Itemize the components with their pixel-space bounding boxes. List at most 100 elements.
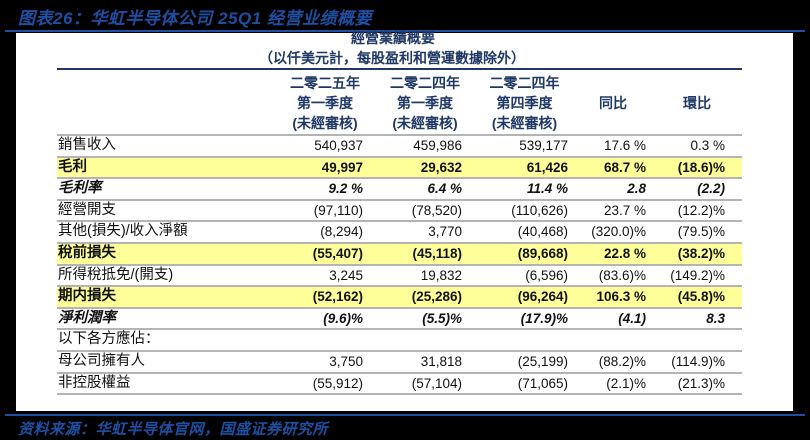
cell-2025q1: 3,750 bbox=[329, 353, 363, 369]
cell-2024q1: 3,770 bbox=[428, 224, 462, 240]
header-2024q4: 二零二四年 第四季度 (未經審核) bbox=[475, 73, 574, 135]
cell-yoy: 17.6 % bbox=[603, 138, 646, 153]
cell-2025q1: (52,162) bbox=[312, 289, 363, 305]
table-row-highlighted: 毛利 49,997 29,632 61,426 68.7 % (18.6)% bbox=[57, 157, 742, 180]
row-label: 毛利 bbox=[58, 158, 87, 175]
cell-qoq: (45.8)% bbox=[677, 289, 725, 305]
cell-2024q1 bbox=[375, 330, 475, 350]
cell-2024q1: 6.4 % bbox=[427, 181, 462, 197]
cell-qoq: 0.3 % bbox=[690, 138, 725, 153]
table-subcaption: （以仟美元計，每股盈利和營運數據除外） bbox=[259, 50, 525, 66]
cell-yoy: (4.1) bbox=[618, 310, 646, 326]
cell-yoy: 22.8 % bbox=[603, 245, 646, 261]
header-audit: (未經審核) bbox=[392, 115, 458, 131]
header-year: 二零二四年 bbox=[390, 75, 460, 91]
row-label: 銷售收入 bbox=[58, 137, 116, 153]
row-label: 其他(損失)/收入淨額 bbox=[58, 223, 188, 240]
cell-yoy: (83.6)% bbox=[598, 267, 646, 283]
table-row: 母公司擁有人 3,750 31,818 (25,199) (88.2)% (11… bbox=[57, 352, 742, 374]
top-divider bbox=[5, 30, 805, 32]
table-row: 非控股權益 (55,912) (57,104) (71,065) (2.1)% … bbox=[57, 374, 742, 396]
cell-2024q4: (25,199) bbox=[517, 353, 568, 369]
figure-title: 图表26：华虹半导体公司 25Q1 经营业绩概要 bbox=[18, 9, 372, 28]
cell-yoy: 106.3 % bbox=[596, 289, 646, 305]
row-label: 期内損失 bbox=[58, 288, 116, 305]
header-quarter: 第一季度 bbox=[397, 95, 453, 111]
source-note: 资料来源：华虹半导体官网，国盛证券研究所 bbox=[18, 421, 329, 438]
row-label: 以下各方應佔： bbox=[58, 331, 160, 348]
cell-2024q1: (78,520) bbox=[411, 202, 462, 218]
cell-2024q1: 19,832 bbox=[420, 267, 462, 283]
table-row-subheading: 以下各方應佔： bbox=[57, 330, 742, 352]
row-label: 所得稅抵免/(開支) bbox=[58, 266, 174, 283]
header-2024q1: 二零二四年 第一季度 (未經審核) bbox=[375, 73, 475, 135]
header-quarter: 第一季度 bbox=[297, 95, 353, 111]
row-label: 母公司擁有人 bbox=[58, 352, 145, 369]
cell-qoq: (79.5)% bbox=[677, 224, 725, 240]
header-quarter: 第四季度 bbox=[496, 95, 553, 111]
caption-divider bbox=[57, 68, 742, 70]
cell-yoy: 23.7 % bbox=[603, 202, 646, 218]
table-row: 銷售收入 540,937 459,986 539,177 17.6 % 0.3 … bbox=[57, 136, 742, 158]
header-qoq: 環比 bbox=[683, 95, 711, 111]
cell-2025q1: 3,245 bbox=[329, 267, 363, 283]
cell-2025q1: (97,110) bbox=[313, 202, 363, 218]
cell-yoy: 2.8 bbox=[627, 181, 646, 197]
cell-yoy: (320.0)% bbox=[591, 224, 646, 240]
cell-yoy: (88.2)% bbox=[598, 353, 646, 369]
cell-yoy bbox=[574, 330, 652, 350]
cell-2024q1: 31,818 bbox=[420, 353, 462, 369]
cell-qoq: (18.6)% bbox=[677, 159, 725, 175]
cell-2025q1: 9.2 % bbox=[328, 181, 363, 197]
table-row-ratio: 毛利率 9.2 % 6.4 % 11.4 % 2.8 (2.2) bbox=[57, 179, 742, 201]
table-row: 經營開支 (97,110) (78,520) (110,626) 23.7 % … bbox=[57, 201, 742, 223]
cell-2024q4: 539,177 bbox=[519, 138, 568, 153]
table-row: 所得稅抵免/(開支) 3,245 19,832 (6,596) (83.6)% … bbox=[57, 266, 742, 288]
cell-qoq: (12.2)% bbox=[677, 202, 725, 218]
cell-2024q1: 29,632 bbox=[420, 159, 462, 175]
cell-2024q4: (6,596) bbox=[525, 267, 568, 283]
bottom-divider bbox=[5, 414, 805, 416]
cell-2024q1: 459,986 bbox=[413, 138, 462, 153]
cell-2025q1: (55,912) bbox=[312, 375, 363, 391]
row-label: 稅前損失 bbox=[58, 244, 116, 261]
cell-2025q1: 540,937 bbox=[314, 138, 363, 153]
cell-2024q1: (45,118) bbox=[412, 245, 462, 261]
cell-2025q1: (8,294) bbox=[320, 224, 363, 240]
row-label: 經營開支 bbox=[58, 201, 116, 218]
cell-2024q4: 11.4 % bbox=[526, 181, 568, 197]
header-year: 二零二四年 bbox=[489, 75, 560, 91]
cell-qoq: (149.2)% bbox=[670, 267, 725, 283]
cell-2024q4: (71,065) bbox=[517, 375, 568, 391]
header-audit: (未經審核) bbox=[292, 115, 358, 131]
table-row: 其他(損失)/收入淨額 (8,294) 3,770 (40,468) (320.… bbox=[57, 222, 742, 244]
cell-2024q1: (25,286) bbox=[411, 289, 462, 305]
cell-2025q1: (9.6)% bbox=[323, 310, 363, 326]
cell-2024q4: 61,426 bbox=[526, 159, 568, 175]
cell-2024q4 bbox=[475, 330, 574, 350]
table-header: 二零二五年 第一季度 (未經審核) 二零二四年 第一季度 (未經審核) 二零二四… bbox=[57, 73, 742, 135]
cell-2024q4: (89,668) bbox=[517, 245, 568, 261]
cell-qoq bbox=[652, 330, 742, 350]
row-label: 毛利率 bbox=[58, 180, 102, 197]
table-caption: 經營業績概要 bbox=[351, 30, 435, 46]
header-year: 二零二五年 bbox=[290, 75, 360, 91]
cell-2024q1: (57,104) bbox=[411, 375, 462, 391]
table-row-highlighted: 稅前損失 (55,407) (45,118) (89,668) 22.8 % (… bbox=[57, 243, 742, 266]
cell-yoy: 68.7 % bbox=[603, 159, 646, 175]
cell-2024q4: (110,626) bbox=[511, 202, 568, 218]
cell-2024q1: (5.5)% bbox=[422, 310, 462, 326]
cell-qoq: (114.9)% bbox=[671, 353, 725, 369]
cell-qoq: (2.2) bbox=[697, 181, 725, 197]
row-label: 非控股權益 bbox=[58, 374, 131, 391]
table-row-highlighted: 期内損失 (52,162) (25,286) (96,264) 106.3 % … bbox=[57, 287, 742, 309]
header-yoy: 同比 bbox=[599, 95, 627, 111]
cell-2024q4: (17.9)% bbox=[520, 310, 568, 326]
cell-qoq: (21.3)% bbox=[677, 375, 725, 391]
header-audit: (未經審核) bbox=[491, 115, 558, 131]
cell-2025q1: 49,997 bbox=[321, 159, 363, 175]
row-label: 淨利潤率 bbox=[58, 309, 116, 326]
cell-qoq: (38.2)% bbox=[677, 245, 725, 261]
header-label-col bbox=[57, 73, 275, 135]
table-body: 銷售收入 540,937 459,986 539,177 17.6 % 0.3 … bbox=[57, 134, 742, 396]
